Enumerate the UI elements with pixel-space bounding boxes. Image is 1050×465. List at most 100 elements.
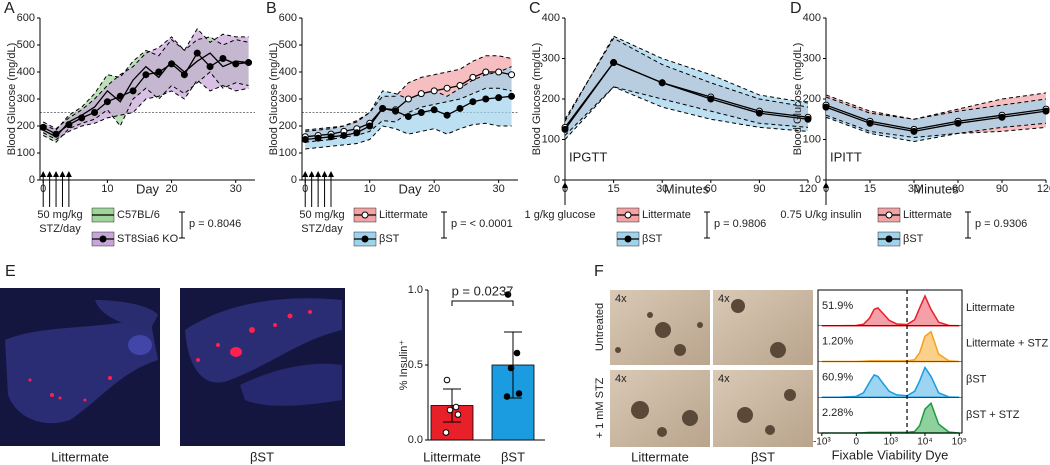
y-axis-label: % Insulin⁺ [398, 340, 410, 391]
y-tick-label: 100 [17, 147, 35, 159]
data-point [353, 129, 361, 137]
data-point [430, 87, 438, 95]
x-tick-label: 20 [165, 183, 177, 195]
data-point [366, 122, 374, 130]
x-tick-label: 120 [799, 183, 817, 195]
x-tick-label: 30 [908, 183, 920, 195]
x-tick-label: 90 [753, 183, 765, 195]
y-axis-label: Blood Glucose (mg/dL) [6, 43, 18, 156]
plot-frame [817, 289, 963, 434]
error-band [826, 96, 1046, 142]
data-point [443, 376, 451, 384]
brightfield-image [713, 290, 813, 365]
band-edge [42, 71, 249, 143]
sample-label: Littermate [966, 302, 1015, 314]
y-axis-label: Blood Glucose (mg/dL) [268, 43, 280, 156]
y-tick-label: 200 [279, 120, 297, 132]
data-point [658, 79, 666, 87]
data-point [442, 429, 450, 436]
x-tick-label: 90 [996, 183, 1008, 195]
data-point [116, 92, 124, 100]
gate-percent: 1.20% [822, 336, 853, 348]
data-point [379, 104, 387, 112]
x-tick-label: -10³ [813, 437, 831, 448]
brightfield-images [610, 290, 813, 447]
data-point [314, 134, 322, 142]
y-tick-label: 0 [815, 174, 821, 186]
legend-label: Littermate [903, 209, 952, 221]
data-point [417, 90, 425, 98]
x-tick-label: 10 [101, 183, 113, 195]
band-edge [305, 122, 512, 150]
x-axis-label: Fixable Viability Dye [832, 447, 949, 462]
x-tick-label: 10⁵ [952, 437, 967, 448]
data-point [443, 111, 451, 119]
data-point [1042, 107, 1050, 115]
data-point [446, 406, 454, 414]
y-tick-label: 0 [554, 174, 560, 186]
magnification: 4x [718, 373, 730, 385]
p-bracket [179, 211, 185, 239]
data-point [866, 119, 874, 127]
y-tick-label: 200 [17, 120, 35, 132]
data-point [206, 63, 214, 71]
gate-percent: 2.28% [822, 407, 853, 419]
y-tick-label: 0 [29, 174, 35, 186]
data-point [495, 68, 503, 76]
data-point [91, 109, 99, 116]
y-tick-label: 300 [542, 52, 560, 64]
panel-letter: E [5, 263, 16, 280]
sample-label: Littermate + STZ [966, 338, 1049, 350]
data-point [361, 235, 369, 243]
p-value: p = 0.8046 [189, 218, 241, 230]
x-axis-label: Minutes [913, 181, 959, 196]
y-tick-label: 400 [803, 12, 821, 24]
data-point [301, 136, 309, 143]
data-point [495, 94, 503, 102]
error-band [565, 36, 808, 140]
image-label: βST [250, 449, 274, 464]
panel-letter: B [266, 0, 277, 17]
row-label: Untreated [594, 303, 606, 351]
p-bracket [965, 211, 971, 239]
histogram [821, 294, 960, 327]
panel-letter: D [790, 0, 802, 17]
insulin-spots [196, 310, 312, 362]
data-point [515, 390, 523, 397]
legend-label: βST [379, 233, 400, 245]
data-point [513, 349, 521, 357]
x-tick-label: 0 [854, 437, 860, 448]
fluorescence-image [0, 288, 160, 446]
data-point [52, 130, 60, 138]
data-point [78, 114, 86, 122]
legend-label: ST8Sia6 KO [117, 233, 179, 245]
row-label: + 1 mM STZ [594, 377, 606, 438]
data-point [624, 235, 632, 243]
tissue [240, 363, 342, 406]
data-point [327, 133, 335, 141]
treatment-label: 1 g/kg glucose [525, 209, 596, 221]
data-point [707, 95, 715, 103]
legend-label: βST [642, 233, 663, 245]
panel-letter: A [4, 0, 15, 17]
y-tick-label: 400 [279, 66, 297, 78]
data-point [340, 131, 348, 139]
data-point [39, 123, 47, 131]
data-point [180, 71, 188, 79]
mean-line [564, 61, 809, 130]
tissue [95, 300, 158, 330]
y-tick-label: 600 [279, 12, 297, 24]
y-tick-label: 300 [17, 93, 35, 105]
band-edge [825, 114, 1047, 138]
x-tick-label: 60 [952, 183, 964, 195]
y-tick-label: 300 [803, 52, 821, 64]
data-point [99, 235, 107, 243]
sample-label: βST + STZ [966, 409, 1020, 421]
annotation: IPITT [830, 149, 862, 164]
p-value: p = 0.9306 [975, 218, 1027, 230]
y-tick-label: 300 [279, 93, 297, 105]
legend-label: βST [903, 233, 924, 245]
data-point [885, 211, 893, 219]
x-tick-label: Littermate [423, 449, 481, 464]
y-tick-label: 200 [803, 93, 821, 105]
